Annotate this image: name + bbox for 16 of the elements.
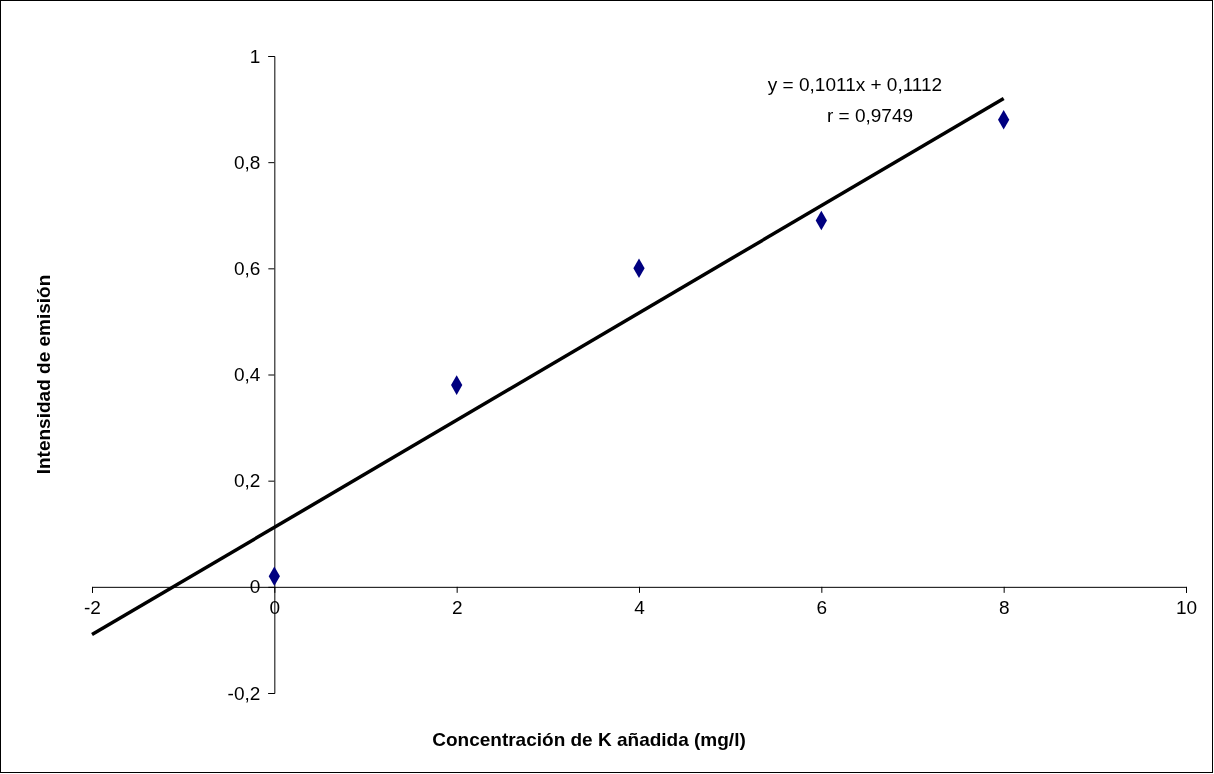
x-tick-label: 8 (998, 597, 1010, 619)
y-axis-title: Intensidad de emisión (33, 274, 54, 475)
x-tick-label: 6 (816, 597, 828, 619)
x-axis-title: Concentración de K añadida (mg/l) (432, 729, 746, 750)
annotation: r = 0,9749 (826, 105, 914, 126)
x-tick-label: 2 (451, 597, 463, 619)
y-tick-label: 0,4 (233, 364, 261, 386)
x-tick-label: -2 (84, 597, 101, 619)
y-tick-label: 0,6 (233, 257, 261, 279)
y-tick-label: -0,2 (227, 682, 261, 704)
x-tick-label: 10 (1175, 597, 1198, 619)
annotation: y = 0,1011x + 0,1112 (767, 74, 943, 95)
y-tick-label: 0,2 (233, 470, 261, 492)
y-tick-label: 1 (249, 45, 261, 67)
y-tick-label: 0,8 (233, 151, 261, 173)
x-tick-label: 4 (634, 597, 646, 619)
